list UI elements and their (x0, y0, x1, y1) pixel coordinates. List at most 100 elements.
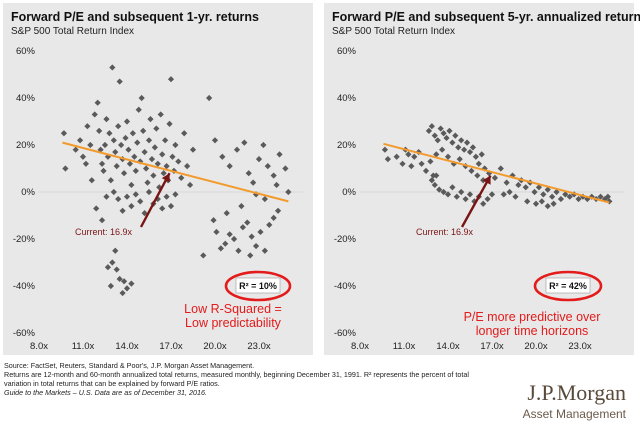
data-point (219, 153, 226, 160)
data-point (512, 193, 519, 200)
data-point (142, 165, 150, 172)
data-point (244, 219, 251, 226)
data-point (122, 134, 129, 142)
data-point (434, 137, 441, 144)
data-point (181, 130, 188, 137)
data-point (524, 198, 531, 205)
data-point (200, 252, 207, 259)
x-tick-label: 23.0x (568, 341, 591, 352)
data-point (428, 123, 435, 130)
data-point (107, 282, 114, 290)
data-point (132, 167, 139, 174)
data-point (116, 275, 123, 283)
data-point (443, 134, 450, 142)
x-tick-label: 20.0x (524, 341, 547, 352)
data-point (468, 167, 475, 174)
y-tick-label: 60% (337, 46, 357, 57)
data-point (458, 188, 465, 196)
trend-line (383, 142, 610, 204)
data-point (248, 233, 255, 240)
data-point (255, 156, 263, 163)
data-point (123, 193, 131, 200)
data-point (446, 127, 453, 134)
predictability-annotation: longer time horizons (476, 324, 589, 338)
data-point (186, 181, 194, 189)
data-point (167, 203, 175, 210)
scatter-chart-1yr: -60% -40% -20% 0% 20% 40% 60% 8.0x 11.0x 14.0x 17.… (13, 46, 303, 352)
data-point (88, 177, 95, 184)
chart-title: Forward P/E and subsequent 1-yr. returns (11, 10, 259, 24)
data-point (247, 252, 254, 259)
data-point (444, 191, 452, 198)
data-point (206, 94, 213, 102)
data-point (94, 99, 101, 106)
data-point (82, 160, 90, 167)
data-point (285, 188, 292, 196)
x-tick-label: 14.0x (115, 341, 138, 352)
data-point (103, 116, 110, 123)
data-point (115, 195, 122, 203)
data-point (455, 144, 462, 151)
data-point (87, 141, 94, 149)
y-tick-label: -20% (334, 234, 357, 245)
data-point (140, 127, 147, 134)
data-point (178, 174, 185, 181)
x-tick-label: 23.0x (247, 341, 270, 352)
data-point (123, 285, 131, 292)
data-point (79, 153, 87, 160)
data-point (604, 193, 611, 200)
data-point (103, 193, 110, 200)
y-tick-label: 40% (337, 93, 357, 104)
data-point (113, 266, 120, 273)
data-point (261, 195, 268, 203)
predictability-annotation: Low R-Squared = (184, 302, 282, 316)
data-point (235, 247, 242, 254)
data-point (217, 245, 224, 252)
data-point (107, 177, 114, 184)
data-point (123, 118, 131, 125)
data-point (163, 193, 170, 200)
data-point (138, 94, 145, 102)
data-point (453, 193, 460, 200)
data-point (159, 151, 166, 158)
data-point (62, 165, 69, 172)
data-point (469, 144, 477, 151)
data-point (98, 160, 106, 167)
data-point (264, 163, 271, 170)
trend-line (62, 141, 289, 203)
y-tick-label: 20% (337, 140, 357, 151)
data-point (458, 137, 465, 144)
data-point (261, 247, 268, 254)
data-point (531, 188, 538, 196)
data-point (162, 137, 169, 144)
data-point (148, 156, 156, 163)
logo-subtitle: Asset Management (522, 407, 626, 421)
data-point (466, 191, 474, 198)
data-point (226, 163, 233, 170)
data-point (544, 203, 551, 210)
data-point (433, 151, 440, 158)
data-point (137, 198, 144, 205)
data-point (128, 203, 135, 210)
data-point (100, 167, 107, 174)
data-point (474, 172, 481, 179)
data-point (210, 217, 217, 224)
data-point (584, 195, 591, 203)
data-point (439, 146, 446, 153)
predictability-annotation: P/E more predictive over (464, 310, 601, 324)
data-point (104, 264, 112, 271)
data-point (116, 78, 123, 85)
data-point (431, 132, 438, 139)
data-point (60, 130, 68, 137)
current-arrowhead (161, 173, 170, 183)
data-point (211, 137, 219, 144)
predictability-annotation: Low predictability (185, 316, 282, 330)
data-point (226, 231, 233, 238)
data-point (452, 132, 459, 139)
x-tick-label: 17.0x (480, 341, 503, 352)
data-point (422, 167, 430, 174)
data-point (506, 188, 513, 196)
data-point (270, 172, 277, 179)
data-point (110, 188, 117, 196)
data-point (141, 148, 148, 156)
